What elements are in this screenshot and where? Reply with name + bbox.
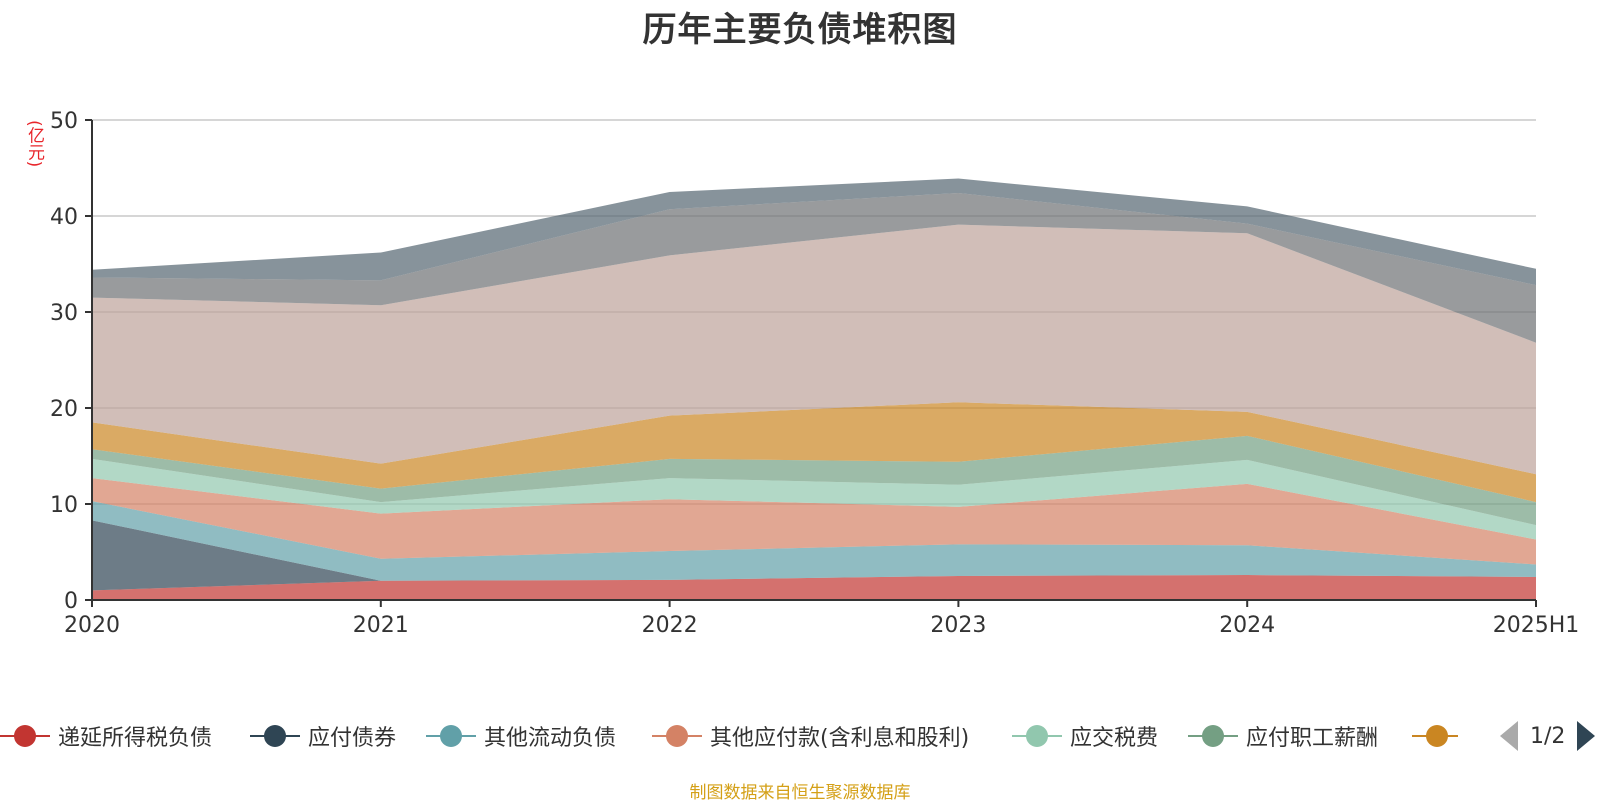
legend-item[interactable]: 应交税费: [1012, 718, 1158, 754]
y-tick-label: 0: [64, 589, 78, 614]
legend-next-page-icon[interactable]: [1577, 721, 1596, 751]
area-series-9: [92, 178, 1536, 286]
legend-item[interactable]: 递延所得税负债: [0, 718, 212, 754]
legend-label: 应付债券: [308, 726, 397, 751]
legend: 递延所得税负债 应付债券 其他流动负债 其他应付款(含利息和股利) 应交税费 应付职工薪酬…: [0, 718, 1600, 754]
y-tick-label: 50: [50, 109, 78, 134]
legend-marker-icon: [1188, 721, 1238, 751]
legend-marker-icon: [1012, 721, 1062, 751]
area-series-0: [92, 575, 1536, 600]
y-tick-label: 40: [50, 205, 78, 230]
legend-marker-icon: [426, 721, 476, 751]
legend-item[interactable]: 应付职工薪酬: [1188, 718, 1378, 754]
legend-label: 其他应付款(含利息和股利): [710, 726, 970, 751]
legend-item[interactable]: 应付债券: [250, 718, 396, 754]
area-series-4: [92, 458, 1536, 540]
legend-item[interactable]: 其他流动负债: [426, 718, 616, 754]
legend-label: 应交税费: [1070, 726, 1159, 751]
legend-marker-icon: [652, 721, 702, 751]
legend-viewport: 递延所得税负债 应付债券 其他流动负债 其他应付款(含利息和股利) 应交税费 应付职工薪酬…: [0, 718, 1458, 754]
area-series-7: [92, 224, 1536, 475]
x-tick-label: 2023: [930, 613, 986, 638]
area-series-3: [92, 478, 1536, 565]
x-tick-label: 2022: [642, 613, 698, 638]
legend-prev-page-icon[interactable]: [1500, 721, 1518, 751]
legend-marker-icon: [1412, 721, 1458, 751]
y-tick-label: 10: [50, 493, 78, 518]
area-series-1: [92, 520, 1536, 591]
area-series-group: [92, 178, 1536, 600]
legend-label: 应付职工薪酬: [1246, 726, 1379, 751]
x-tick-label: 2021: [353, 613, 409, 638]
legend-item[interactable]: 合同负债: [1412, 718, 1458, 754]
legend-page-indicator: 1/2: [1530, 723, 1566, 749]
legend-pager: 1/2: [1500, 720, 1596, 752]
x-tick-label: 2024: [1219, 613, 1275, 638]
chart-title: 历年主要负债堆积图: [642, 10, 958, 50]
legend-label: 其他流动负债: [484, 726, 617, 751]
data-source-note: 制图数据来自恒生聚源数据库: [689, 783, 911, 803]
y-axis-unit-label: (亿元): [24, 120, 44, 168]
x-tick-label: 2020: [64, 613, 120, 638]
area-series-5: [92, 435, 1536, 526]
y-tick-label: 30: [50, 301, 78, 326]
legend-label: 递延所得税负债: [58, 726, 213, 751]
area-series-8: [92, 192, 1536, 343]
x-tick-label: 2025H1: [1493, 613, 1580, 638]
y-tick-label: 20: [50, 397, 78, 422]
area-series-2: [92, 501, 1536, 581]
legend-marker-icon: [250, 721, 300, 751]
stacked-area-chart: 0 10 20 30 40 50 2020 2021 2022 2023 2024 2025H1: [50, 109, 1579, 638]
legend-marker-icon: [0, 721, 50, 751]
legend-item[interactable]: 其他应付款(含利息和股利): [652, 718, 969, 754]
area-series-6: [92, 402, 1536, 503]
axes: 0 10 20 30 40 50 2020 2021 2022 2023 2024 2025H1: [50, 109, 1579, 638]
